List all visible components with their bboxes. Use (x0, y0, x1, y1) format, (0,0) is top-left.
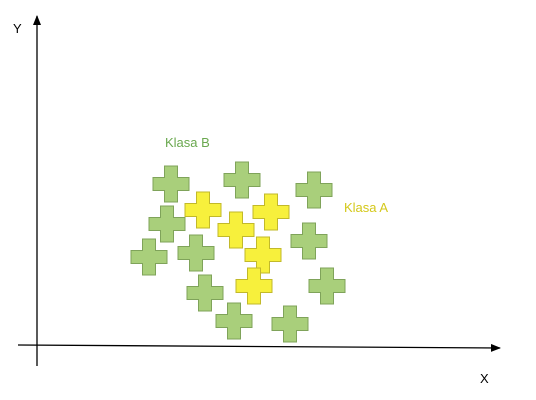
y-axis-label: Y (13, 21, 22, 36)
x-axis-label: X (480, 371, 489, 386)
x-axis (17, 343, 501, 352)
class-b-plus-marker (186, 274, 224, 312)
class-b-plus-marker (290, 222, 328, 260)
class-b-plus-marker (130, 238, 168, 276)
class-b-plus-marker (152, 165, 190, 203)
class-a-label: Klasa A (344, 200, 388, 215)
class-b-plus-marker (308, 267, 346, 305)
class-b-plus-marker (271, 305, 309, 343)
class-b-plus-marker (148, 205, 186, 243)
markers-group (130, 161, 346, 343)
class-a-plus-marker (184, 191, 222, 229)
class-a-plus-marker (252, 193, 290, 231)
class-a-plus-marker (244, 236, 282, 274)
class-b-plus-marker (295, 171, 333, 209)
class-a-plus-marker (235, 267, 273, 305)
class-b-plus-marker (177, 234, 215, 272)
class-b-plus-marker (215, 302, 253, 340)
class-b-label: Klasa B (165, 135, 210, 150)
class-b-plus-marker (223, 161, 261, 199)
class-a-plus-marker (217, 211, 255, 249)
